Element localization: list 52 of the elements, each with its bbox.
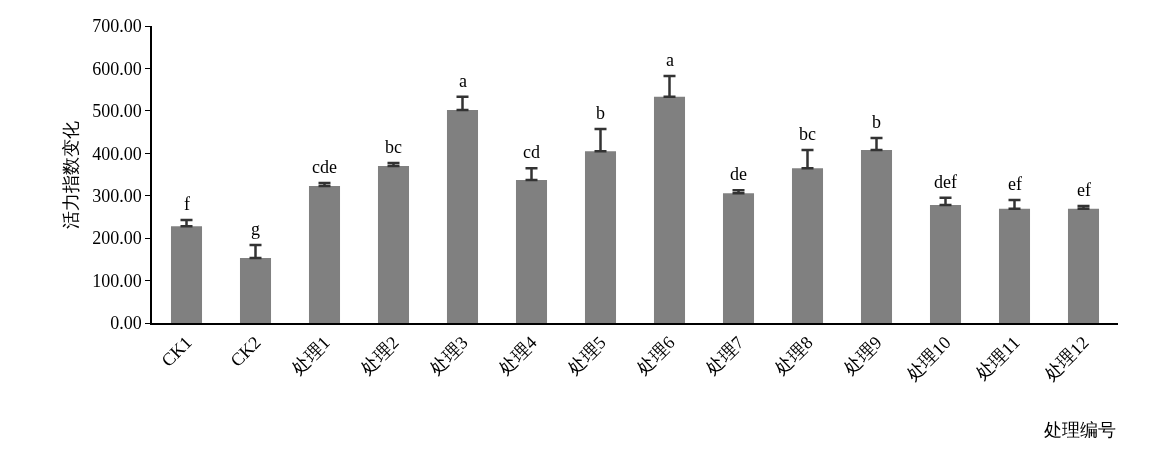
x-tick-label: CK1 — [157, 332, 196, 371]
x-tick-label: CK2 — [226, 332, 265, 371]
x-tick-label: 处理1 — [287, 332, 334, 379]
bar — [998, 208, 1031, 323]
x-tick-label: 处理4 — [494, 332, 541, 379]
bar — [722, 193, 755, 323]
bar — [860, 149, 893, 323]
data-label: bc — [385, 137, 402, 157]
data-label: bc — [799, 124, 816, 144]
data-label: a — [666, 50, 674, 70]
data-label: b — [596, 103, 605, 123]
data-label: cde — [312, 157, 337, 177]
data-label: f — [184, 194, 190, 214]
data-label: de — [730, 164, 747, 184]
x-tick-label: 处理8 — [770, 332, 817, 379]
bar — [239, 258, 272, 323]
x-tick-label: 处理2 — [356, 332, 403, 379]
y-tick-label: 200.00 — [92, 228, 142, 249]
y-tick-label: 100.00 — [92, 270, 142, 291]
bar — [1067, 208, 1100, 323]
data-label: g — [251, 219, 260, 239]
bar — [170, 226, 203, 323]
data-label: a — [459, 71, 467, 91]
bar — [446, 110, 479, 323]
bar — [308, 185, 341, 323]
y-tick-label: 400.00 — [92, 143, 142, 164]
x-tick-label: 处理11 — [971, 332, 1024, 385]
x-tick-label: 处理12 — [1040, 332, 1093, 385]
y-tick-label: 500.00 — [92, 101, 142, 122]
x-tick-label: 处理10 — [902, 332, 955, 385]
bar — [653, 96, 686, 323]
y-tick-label: 600.00 — [92, 58, 142, 79]
x-tick-label: 处理7 — [701, 332, 748, 379]
bar — [791, 168, 824, 323]
y-tick-label: 0.00 — [110, 313, 142, 334]
x-tick-label: 处理6 — [632, 332, 679, 379]
y-axis-title: 活力指数变化 — [60, 120, 81, 229]
bar — [377, 166, 410, 323]
x-tick-label: 处理3 — [425, 332, 472, 379]
x-tick-label: 处理5 — [563, 332, 610, 379]
x-tick-label: 处理9 — [839, 332, 886, 379]
y-tick-label: 300.00 — [92, 186, 142, 207]
data-label: ef — [1077, 180, 1091, 200]
bar — [515, 180, 548, 323]
y-tick-label: 700.00 — [92, 16, 142, 37]
data-label: ef — [1008, 174, 1022, 194]
data-label: cd — [523, 142, 540, 162]
data-label: def — [934, 172, 957, 192]
x-axis-title: 处理编号 — [1044, 420, 1116, 440]
data-label: b — [872, 112, 881, 132]
bar — [584, 151, 617, 323]
bar — [929, 205, 962, 323]
